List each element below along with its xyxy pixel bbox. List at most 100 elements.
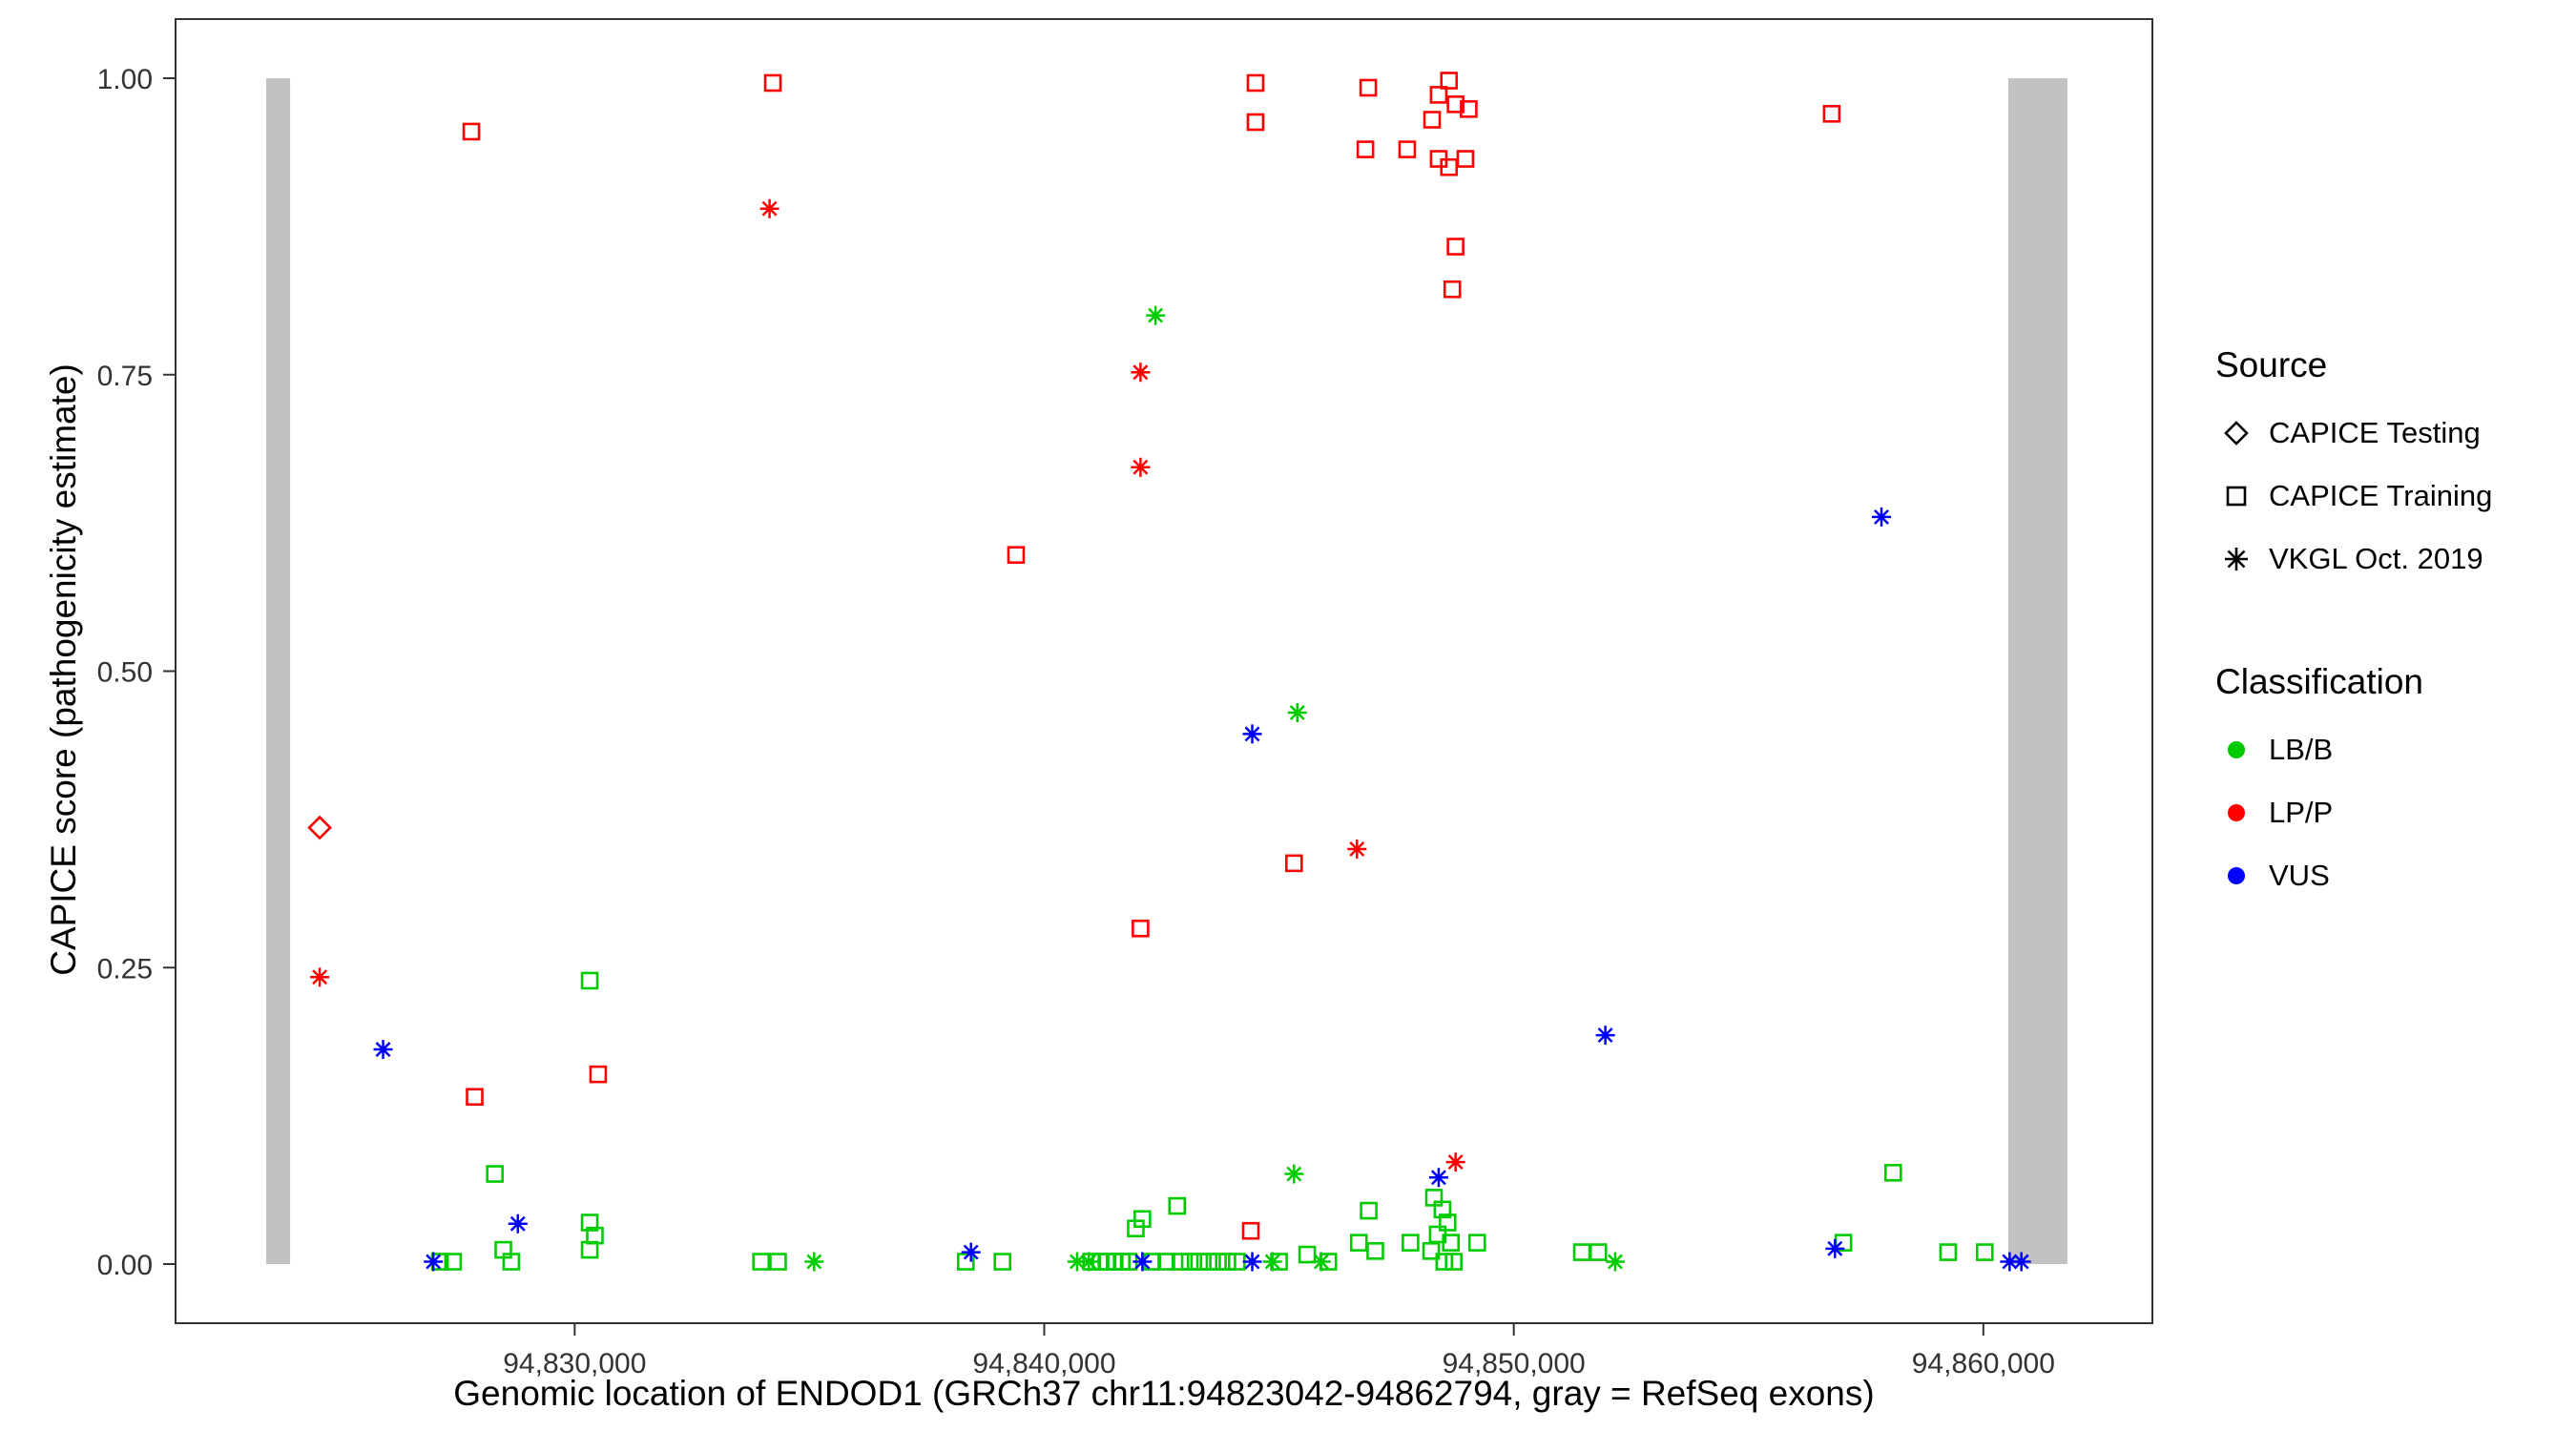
blue-dot-icon <box>2228 867 2245 884</box>
point-square <box>752 1253 771 1271</box>
point-square <box>1359 78 1378 97</box>
point-square <box>1180 1253 1199 1271</box>
point-square <box>1467 1234 1486 1252</box>
legend-item-capice-testing: CAPICE Testing <box>2215 412 2559 454</box>
legend: Source CAPICE Testing CAPICE Training VK… <box>2215 345 2559 918</box>
point-square <box>957 1253 975 1271</box>
point-square <box>1435 1253 1454 1271</box>
point-asterisk <box>1595 1026 1615 1046</box>
y-tick-label: 0.75 <box>97 361 153 392</box>
point-square <box>1589 1243 1608 1261</box>
point-square <box>993 1253 1011 1271</box>
asterisk-icon <box>2225 548 2248 570</box>
point-square <box>1446 238 1465 256</box>
point-asterisk <box>1605 1252 1625 1272</box>
legend-source-title: Source <box>2215 345 2328 384</box>
point-square <box>1285 854 1303 873</box>
legend-classification-title: Classification <box>2215 662 2423 701</box>
point-square <box>1402 1234 1420 1252</box>
point-square <box>1246 113 1265 132</box>
point-asterisk <box>1067 1252 1087 1272</box>
point-square <box>580 971 599 990</box>
point-square <box>1171 1253 1190 1271</box>
point-square <box>1429 86 1448 104</box>
point-asterisk <box>2000 1252 2020 1272</box>
point-square <box>1939 1243 1958 1261</box>
point-asterisk <box>1242 724 1262 744</box>
point-square <box>1298 1245 1317 1264</box>
plot-panel <box>175 18 2153 1324</box>
legend-item-vus: VUS <box>2215 855 2559 897</box>
point-square <box>1190 1253 1209 1271</box>
point-square <box>1246 73 1265 93</box>
point-square <box>1199 1253 1218 1271</box>
point-square <box>1442 1234 1461 1252</box>
point-square <box>769 1253 787 1271</box>
point-asterisk <box>424 1252 444 1272</box>
point-square <box>763 73 782 93</box>
point-square <box>502 1253 521 1271</box>
point-square <box>1360 1201 1378 1220</box>
y-tick-label: 1.00 <box>97 64 153 95</box>
point-square <box>466 1088 484 1107</box>
x-tick-label: 94,860,000 <box>1912 1348 2055 1379</box>
legend-item-lpp: LP/P <box>2215 792 2559 834</box>
point-square <box>1422 1242 1441 1260</box>
point-square <box>1398 140 1417 158</box>
point-asterisk <box>1428 1168 1448 1188</box>
point-asterisk <box>508 1213 528 1234</box>
legend-item-lbb: LB/B <box>2215 729 2559 771</box>
legend-label-vus: VUS <box>2269 859 2330 892</box>
y-tick-label: 0.00 <box>97 1250 153 1281</box>
point-square <box>1366 1242 1384 1260</box>
x-tick-label: 94,830,000 <box>503 1348 646 1379</box>
point-square <box>1443 280 1462 299</box>
point-square <box>1132 919 1150 938</box>
legend-classification-group: Classification LB/B LP/P VUS <box>2215 662 2559 897</box>
point-diamond <box>307 815 332 840</box>
legend-label-lpp: LP/P <box>2269 796 2334 829</box>
legend-item-capice-training: CAPICE Training <box>2215 475 2559 517</box>
y-tick-label: 0.25 <box>97 953 153 985</box>
point-asterisk <box>961 1242 981 1262</box>
point-asterisk <box>1131 363 1151 383</box>
point-asterisk <box>1872 507 1892 527</box>
point-square <box>1356 140 1375 158</box>
point-square <box>1444 1253 1463 1271</box>
red-dot-icon <box>2228 804 2245 821</box>
point-square <box>1218 1253 1236 1271</box>
y-tick-label: 0.50 <box>97 657 153 689</box>
y-axis-title: CAPICE score (pathogenicity estimate) <box>44 363 83 976</box>
point-square <box>1446 95 1465 114</box>
x-tick-label: 94,850,000 <box>1443 1348 1586 1379</box>
point-square <box>589 1065 608 1084</box>
point-asterisk <box>1146 305 1166 325</box>
point-asterisk <box>759 198 779 218</box>
point-asterisk <box>1825 1238 1845 1258</box>
point-asterisk <box>1445 1152 1465 1172</box>
point-square <box>1438 1213 1457 1232</box>
point-square <box>1168 1196 1187 1215</box>
point-asterisk <box>1242 1252 1262 1272</box>
point-square <box>1007 546 1026 564</box>
point-square <box>444 1253 463 1271</box>
point-asterisk <box>1287 703 1307 723</box>
legend-label-capice-testing: CAPICE Testing <box>2269 416 2481 449</box>
legend-label-capice-training: CAPICE Training <box>2269 479 2493 512</box>
point-asterisk <box>1284 1164 1304 1184</box>
x-axis-title: Genomic location of ENDOD1 (GRCh37 chr11… <box>453 1374 1875 1413</box>
point-asterisk <box>1079 1252 1099 1272</box>
point-asterisk <box>2011 1252 2031 1272</box>
green-dot-icon <box>2228 741 2245 758</box>
x-tick-label: 94,840,000 <box>972 1348 1115 1379</box>
point-asterisk <box>804 1252 824 1272</box>
legend-label-vkgl: VKGL Oct. 2019 <box>2269 542 2483 575</box>
point-square <box>1822 104 1841 123</box>
point-square <box>1440 72 1459 90</box>
point-square <box>1319 1253 1338 1271</box>
refseq-exon-bar <box>265 78 291 1264</box>
point-asterisk <box>1131 457 1151 477</box>
point-square <box>1270 1253 1288 1271</box>
